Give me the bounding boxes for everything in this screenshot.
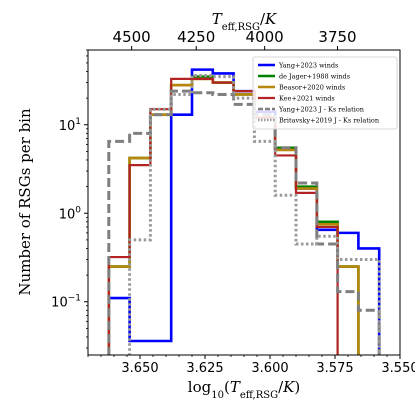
y-tick-label: 10−1 <box>51 294 81 311</box>
legend-label: de Jager+1988 winds <box>279 72 350 80</box>
x-tick-label: 3.550 <box>381 361 415 376</box>
top-tick-label: 4500 <box>113 28 151 46</box>
x-tick-label: 3.600 <box>251 361 288 376</box>
x-tick-label: 3.575 <box>316 361 353 376</box>
y-axis-label: Number of RSGs per bin <box>16 108 34 296</box>
x-tick-label: 3.650 <box>121 361 158 376</box>
x-tick-label: 3.625 <box>186 361 223 376</box>
legend-label: Britavsky+2019 J - Ks relation <box>279 116 379 124</box>
series-4-step-line <box>107 89 381 355</box>
top-tick-label: 3750 <box>318 28 356 46</box>
legend-label: Kee+2021 winds <box>279 94 335 102</box>
top-tick-label: 4000 <box>246 28 284 46</box>
legend-label: Beasor+2020 winds <box>279 83 345 91</box>
legend-box <box>252 56 398 130</box>
series-layer <box>107 68 381 355</box>
y-tick-label: 101 <box>59 117 81 134</box>
legend-label: Yang+2023 J - Ks relation <box>278 105 364 113</box>
x-axis-label: log10(Teff,RSG/K) <box>188 378 300 401</box>
legend-label: Yang+2023 winds <box>278 61 338 69</box>
axes-layer: 3.650 3.625 3.600 3.575 3.550 4500 4250 4000 375… <box>51 28 415 376</box>
top-tick-label: 4250 <box>177 28 215 46</box>
legend: Yang+2023 winds de Jager+1988 winds Beasor… <box>252 56 398 130</box>
y-tick-label: 100 <box>59 205 82 222</box>
series-5-step-line <box>128 74 381 355</box>
